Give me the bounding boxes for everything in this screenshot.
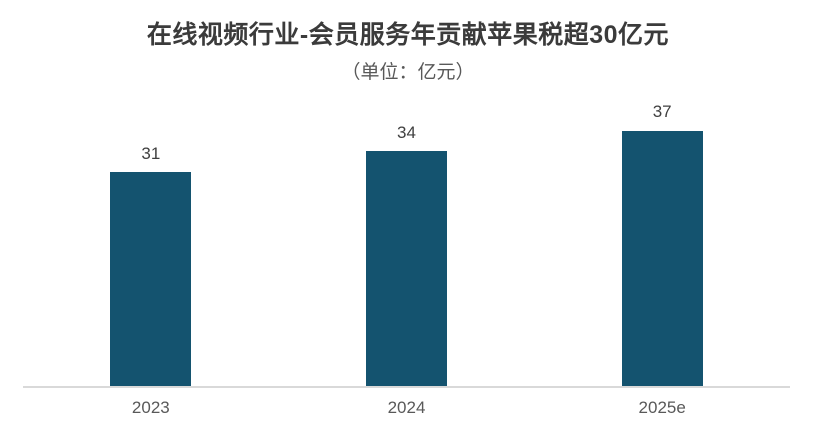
x-axis-label: 2023	[131, 398, 170, 417]
bar	[621, 130, 703, 386]
x-axis-label: 2025e	[638, 398, 686, 417]
bar-value-label: 34	[397, 122, 416, 142]
bar-value-label: 31	[141, 143, 161, 163]
plot-area: 31 34 37	[23, 100, 790, 388]
bar	[110, 172, 192, 386]
chart-subtitle: （单位：亿元）	[341, 62, 475, 83]
bar-column: 34	[279, 100, 535, 386]
x-axis-label: 2024	[387, 398, 426, 417]
x-axis-labels: 2023 2024 2025e	[23, 398, 790, 418]
bar-value-label: 37	[652, 102, 672, 122]
bar-column: 31	[23, 100, 279, 386]
chart-title: 在线视频行业-会员服务年贡献苹果税超30亿元	[146, 21, 670, 49]
bar	[366, 151, 447, 386]
bar-column: 37	[534, 100, 790, 386]
